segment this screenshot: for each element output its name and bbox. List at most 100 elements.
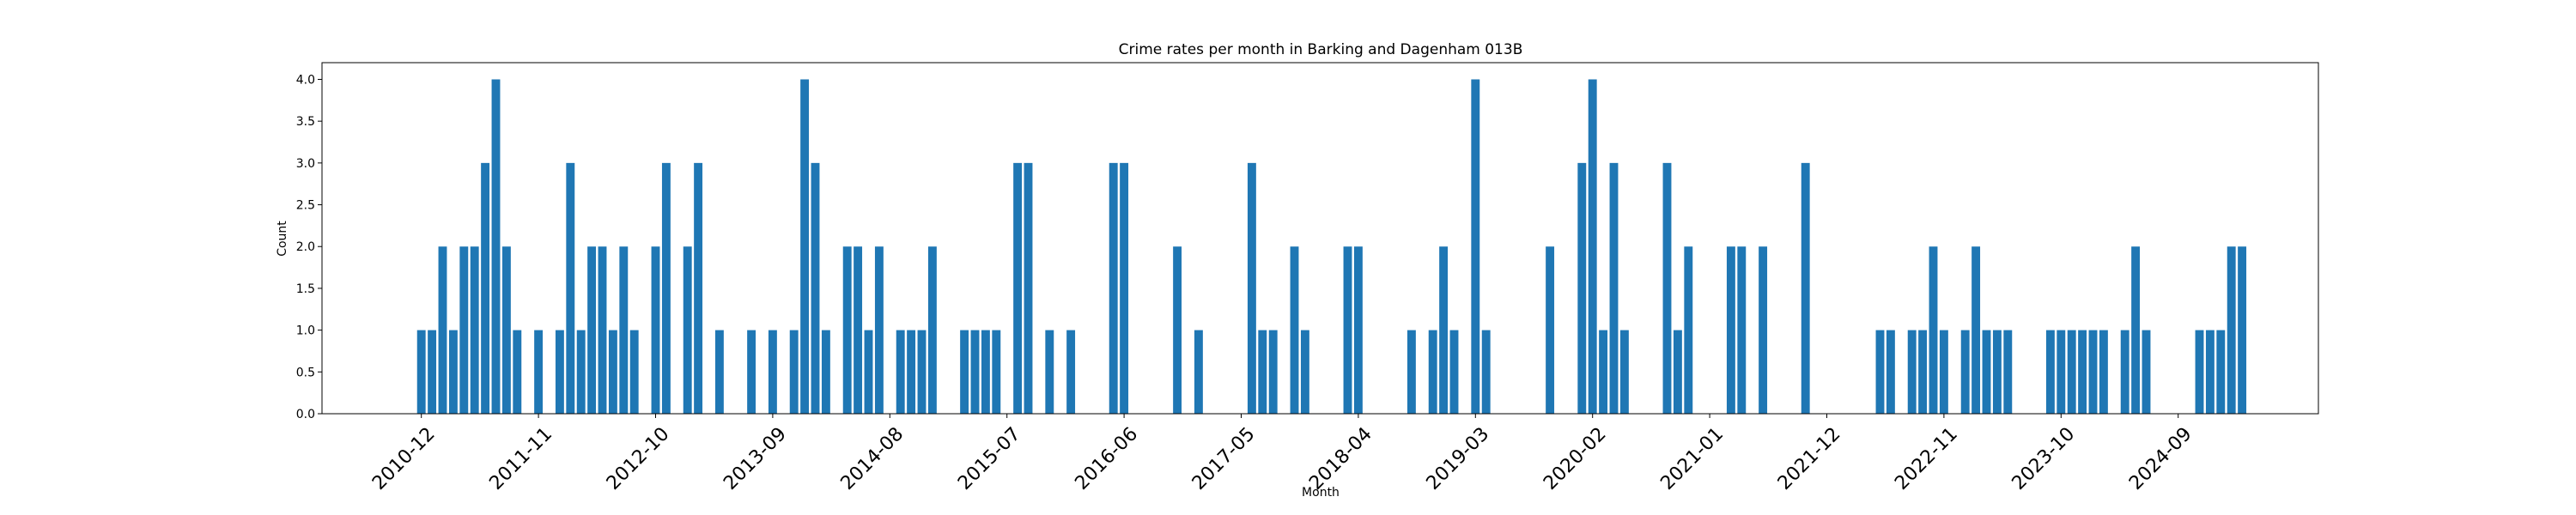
bar xyxy=(566,162,575,415)
bar xyxy=(747,330,756,414)
bar xyxy=(1759,246,1768,414)
bar xyxy=(854,246,863,414)
bar xyxy=(2067,330,2076,414)
bar xyxy=(438,246,447,414)
bar xyxy=(811,162,820,415)
bar xyxy=(2195,330,2204,414)
bar xyxy=(2003,330,2013,414)
bar xyxy=(1929,246,1938,414)
bar xyxy=(821,330,830,414)
bar xyxy=(1737,246,1747,414)
bar xyxy=(1726,246,1735,414)
bar xyxy=(1194,330,1203,414)
bar xyxy=(481,162,490,415)
bar xyxy=(1290,246,1299,414)
bar xyxy=(927,246,937,414)
bar xyxy=(1982,330,1991,414)
bar xyxy=(1577,162,1587,415)
bars-group xyxy=(416,79,2247,415)
bar xyxy=(1353,246,1363,414)
bar xyxy=(864,330,873,414)
bar xyxy=(576,330,586,414)
bar xyxy=(608,330,617,414)
y-tick-label: 3.5 xyxy=(296,115,315,129)
y-tick-label: 1.0 xyxy=(296,324,315,338)
bar xyxy=(714,330,724,414)
bar xyxy=(2205,330,2215,414)
bar xyxy=(981,330,990,414)
bar xyxy=(470,246,479,414)
y-tick-label: 1.5 xyxy=(296,282,315,296)
bar xyxy=(1907,330,1917,414)
bar xyxy=(842,246,852,414)
bar xyxy=(661,162,671,415)
bar xyxy=(555,330,564,414)
bar xyxy=(1013,162,1023,415)
bar xyxy=(970,330,980,414)
bar xyxy=(683,246,692,414)
bar xyxy=(2045,330,2055,414)
y-tick-label: 2.0 xyxy=(296,240,315,254)
bar xyxy=(768,330,777,414)
bar xyxy=(2227,246,2236,414)
bar xyxy=(1109,162,1118,415)
bar xyxy=(1439,246,1449,414)
bar xyxy=(1247,162,1256,415)
y-tick-label: 0.0 xyxy=(296,408,315,421)
bar xyxy=(874,246,884,414)
bar xyxy=(1406,330,1416,414)
bar xyxy=(1120,162,1129,415)
bar xyxy=(2057,330,2066,414)
bar xyxy=(587,246,597,414)
bar xyxy=(2131,246,2141,414)
y-tick-label: 2.5 xyxy=(296,199,315,213)
bar xyxy=(2078,330,2087,414)
bar xyxy=(1173,246,1182,414)
y-axis: 0.0 0.5 1.0 1.5 2.0 2.5 3.0 3.5 4.0 xyxy=(296,73,322,421)
bar xyxy=(513,330,522,414)
bar xyxy=(1066,330,1076,414)
bar xyxy=(1258,330,1267,414)
bar xyxy=(1449,330,1459,414)
bar xyxy=(1471,79,1480,414)
bar xyxy=(1588,79,1597,414)
bar xyxy=(2099,330,2108,414)
bar xyxy=(1662,162,1672,415)
bar xyxy=(1971,246,1981,414)
y-tick-label: 0.5 xyxy=(296,366,315,379)
bar xyxy=(1343,246,1352,414)
bar xyxy=(2216,330,2226,414)
y-tick-label: 3.0 xyxy=(296,157,315,171)
bar xyxy=(416,330,426,414)
bar xyxy=(619,246,629,414)
bar xyxy=(1673,330,1682,414)
bar xyxy=(1801,162,1810,415)
bar xyxy=(1886,330,1895,414)
bar xyxy=(1599,330,1608,414)
bar xyxy=(1024,162,1033,415)
y-tick-label: 4.0 xyxy=(296,73,315,87)
bar xyxy=(800,79,810,414)
bar xyxy=(491,79,501,414)
bar xyxy=(598,246,607,414)
bar xyxy=(960,330,969,414)
bar xyxy=(2142,330,2151,414)
bar xyxy=(2088,330,2098,414)
bar xyxy=(1428,330,1437,414)
bar xyxy=(1546,246,1555,414)
bar xyxy=(1268,330,1278,414)
bar xyxy=(1481,330,1491,414)
bar xyxy=(917,330,927,414)
bar xyxy=(1619,330,1629,414)
bar xyxy=(1875,330,1885,414)
plot-area-frame xyxy=(321,62,2319,415)
bar xyxy=(1609,162,1619,415)
bar xyxy=(1300,330,1309,414)
bar xyxy=(992,330,1001,414)
bar xyxy=(651,246,660,414)
bar xyxy=(1939,330,1948,414)
chart-title: Crime rates per month in Barking and Dag… xyxy=(1119,41,1523,58)
bar xyxy=(501,246,511,414)
